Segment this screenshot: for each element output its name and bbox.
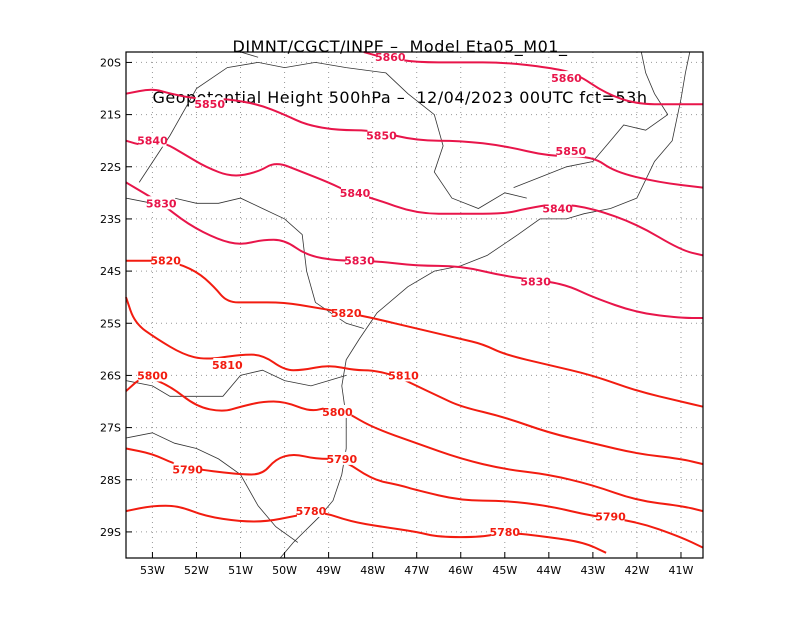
contour-lines [125,51,704,554]
tick-label-lat: 21S [100,109,121,122]
contour-label-bg [543,201,572,215]
tick-label-lat: 26S [100,369,121,382]
boundary-state-sp-mg [138,61,527,209]
contour-label-bg [596,509,625,523]
contour-label-5840: 5840 [137,135,168,148]
contour-label-5860: 5860 [375,51,406,64]
tick-label-lon: 48W [360,564,385,577]
boundary-coastline [279,51,691,559]
contour-label-5810: 5810 [388,369,419,382]
tick-label-lon: 50W [272,564,297,577]
contour-label-bg [552,71,581,85]
contour-5800 [125,377,704,513]
tick-label-lat: 20S [100,56,121,69]
contour-label-5850: 5850 [556,145,587,158]
boundary-state-mg-rj [513,114,669,188]
tick-label-lon: 46W [448,564,473,577]
tick-label-lon: 44W [536,564,561,577]
contour-label-bg [367,128,396,142]
contour-5790 [125,447,704,549]
boundary-state-ms-mg [240,51,259,58]
contour-5780 [125,504,607,554]
contour-label-bg [521,274,550,288]
contour-label-bg [296,504,325,518]
contour-label-bg [327,451,356,465]
contour-label-bg [195,97,224,111]
contour-label-5830: 5830 [344,255,375,268]
contour-label-5850: 5850 [194,98,225,111]
contour-label-5830: 5830 [520,276,551,289]
contour-label-5800: 5800 [137,369,168,382]
contour-label-5780: 5780 [296,505,327,518]
contour-label-bg [138,133,167,147]
tick-label-lat: 25S [100,317,121,330]
contour-label-5820: 5820 [150,255,181,268]
contour-label-5840: 5840 [340,187,371,200]
contour-label-5790: 5790 [327,453,358,466]
tick-label-lat: 24S [100,265,121,278]
contour-label-bg [376,50,405,64]
title-line-1: DIMNT/CGCT/INPE – Model Eta05_M01_ [232,37,568,56]
tick-label-lon: 47W [404,564,429,577]
tick-label-lon: 53W [140,564,165,577]
contour-5860 [363,51,703,106]
contour-label-5840: 5840 [542,202,573,215]
tick-label-lon: 45W [492,564,517,577]
contour-label-bg [332,305,361,319]
boundary-state-mg-es [640,51,669,115]
tick-label-lon: 49W [316,564,341,577]
tick-label-lat: 29S [100,526,121,539]
contour-label-5820: 5820 [331,307,362,320]
contour-label-bg [341,185,370,199]
contour-label-5850: 5850 [366,129,397,142]
contour-5830 [125,181,703,319]
contour-label-5810: 5810 [212,359,243,372]
plot-frame [125,51,704,559]
boundary-state-pr-sc [125,369,347,397]
tick-label-lon: 52W [184,564,209,577]
contour-label-5830: 5830 [146,197,177,210]
contour-label-bg [323,404,352,418]
tick-label-lat: 27S [100,422,121,435]
boundary-state-sc-rs [125,432,299,543]
tick-label-lon: 51W [228,564,253,577]
contour-label-bg [345,253,374,267]
tick-label-lat: 23S [100,213,121,226]
contour-label-bg [173,462,202,476]
contour-label-5860: 5860 [551,72,582,85]
contour-label-bg [151,253,180,267]
axis-ticks: 53W 52W 51W 50W 49W 48W 47W 46W 45W 44W 43W 42W 41W 2… [100,56,694,577]
contour-label-bg [213,357,242,371]
contour-label-bg [556,144,585,158]
tick-label-lon: 42W [624,564,649,577]
contour-label-5800: 5800 [322,406,353,419]
coastlines-and-borders [125,51,691,559]
tick-label-lon: 43W [580,564,605,577]
contour-label-5790: 5790 [595,510,626,523]
contour-5810 [125,296,704,466]
contour-label-bg [138,368,167,382]
contour-label-bg [389,368,418,382]
contour-label-bg [490,524,519,538]
tick-label-lat: 22S [100,161,121,174]
contour-5840 [125,139,704,257]
contour-labels: 5860 5860 5850 5850 5850 5840 5840 5840 5830 5830… [137,50,626,539]
tick-label-lon: 41W [669,564,694,577]
contour-label-bg [147,196,176,210]
contour-label-5790: 5790 [172,463,203,476]
contour-label-5780: 5780 [489,526,520,539]
tick-label-lat: 28S [100,474,121,487]
